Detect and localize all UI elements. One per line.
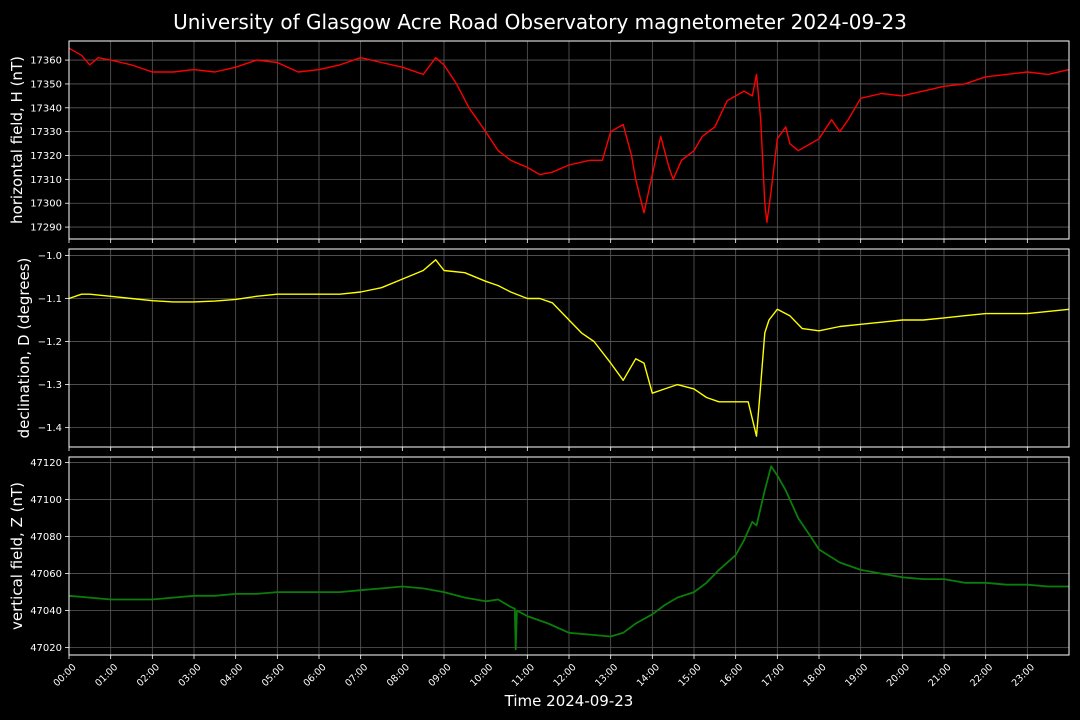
y-tick-label: 17340 — [30, 103, 62, 114]
panel-frame — [68, 40, 1070, 240]
y-tick-label: −1.2 — [38, 337, 62, 348]
y-tick-label: 47060 — [30, 569, 62, 580]
y-tick-label: 17360 — [30, 56, 62, 67]
panel-frame — [68, 248, 1070, 448]
y-tick-label: 17330 — [30, 127, 62, 138]
y-ticks: −1.0 −1.1 −1.2 −1.3 −1.4 — [38, 251, 69, 434]
y-tick-label: −1.0 — [38, 251, 62, 262]
y-tick-label: 47100 — [30, 495, 62, 506]
y-tick-label: 47020 — [30, 643, 62, 654]
y-tick-label: 47040 — [30, 606, 62, 617]
series-line-horizontal-field — [68, 47, 1070, 223]
x-tick-marks — [68, 239, 1028, 243]
y-tick-label: 17310 — [30, 175, 62, 186]
y-axis-label: horizontal field, H (nT) — [8, 56, 26, 224]
y-axis-label: vertical field, Z (nT) — [8, 482, 26, 630]
y-ticks: 17290 17300 17310 17320 17330 17340 17350 17360 — [30, 56, 69, 234]
y-tick-label: 17320 — [30, 151, 62, 162]
panel-frame — [68, 456, 1070, 656]
y-tick-label: 17290 — [30, 223, 62, 234]
y-tick-label: 47120 — [30, 458, 62, 469]
y-tick-label: 17350 — [30, 79, 62, 90]
y-tick-label: −1.3 — [38, 380, 62, 391]
y-axis-label: declination, D (degrees) — [15, 258, 33, 439]
y-tick-label: −1.4 — [38, 423, 62, 434]
series-line-vertical-field — [68, 465, 1069, 651]
chart-title: University of Glasgow Acre Road Observat… — [173, 10, 907, 34]
x-tick-marks — [68, 447, 1028, 451]
panel-vertical-field: 47020 47040 47060 47080 47100 47120 vertical … — [8, 456, 1070, 659]
y-tick-label: 17300 — [30, 199, 62, 210]
grid — [68, 41, 1069, 239]
y-tick-label: 47080 — [30, 532, 62, 543]
panel-declination: −1.0 −1.1 −1.2 −1.3 −1.4 declination, D (deg… — [15, 248, 1070, 451]
series-line-declination — [68, 259, 1070, 437]
x-axis-label: Time 2024-09-23 — [504, 692, 634, 710]
y-ticks: 47020 47040 47060 47080 47100 47120 — [30, 458, 69, 654]
y-tick-label: −1.1 — [38, 294, 62, 305]
x-tick-marks — [68, 655, 1028, 659]
panel-horizontal-field: 17290 17300 17310 17320 17330 17340 17350 17360… — [8, 40, 1070, 243]
